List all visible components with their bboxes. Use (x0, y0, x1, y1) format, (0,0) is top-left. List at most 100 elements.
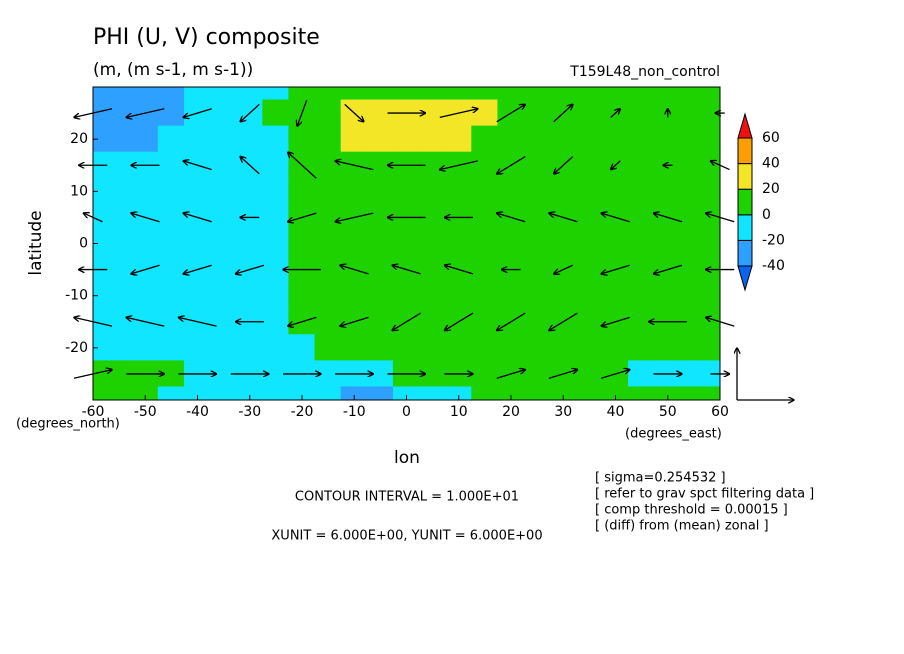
contour-cell (157, 151, 185, 179)
y-unit-label: (degrees_north) (16, 417, 120, 432)
contour-cell (419, 177, 447, 205)
contour-cell (105, 229, 133, 258)
contour-cell (471, 125, 499, 153)
contour-cell (392, 177, 421, 205)
wind-vector (131, 264, 160, 274)
wind-vector (554, 156, 574, 174)
contour-cell (706, 125, 720, 153)
colorbar-band (737, 188, 753, 216)
wind-vector (654, 264, 683, 274)
contour-cell (680, 386, 708, 400)
contour-cell (628, 386, 656, 400)
wind-vector (548, 370, 578, 379)
contour-cell (236, 334, 264, 362)
colorbar-label: -40 (762, 258, 785, 274)
wind-vector (183, 264, 212, 274)
contour-cell (445, 125, 473, 153)
x-tick-label: 30 (554, 404, 572, 420)
contour-cell (706, 87, 720, 101)
contour-cell (445, 334, 473, 362)
contour-cell (497, 87, 525, 101)
contour-cell (419, 229, 447, 258)
contour-cell (654, 334, 682, 362)
contour-cell (575, 256, 603, 284)
contour-cell (340, 334, 368, 362)
contour-cell (706, 203, 720, 231)
contour-cell (288, 177, 316, 205)
note: [ (diff) from (mean) zonal ] (595, 519, 769, 534)
wind-vector (126, 317, 165, 327)
vector-field (74, 99, 735, 379)
contour-cell (654, 386, 682, 400)
contour-cell (706, 386, 720, 400)
contour-cell (210, 308, 238, 336)
contour-cell (366, 87, 394, 101)
contour-cell (210, 87, 238, 101)
contour-cell (523, 386, 551, 400)
contour-cell (210, 125, 238, 153)
contour-cell (262, 125, 290, 153)
contour-cell (575, 177, 603, 205)
contour-cell (419, 125, 447, 153)
contour-cell (628, 282, 656, 310)
contour-cell (314, 386, 342, 400)
contour-cell (445, 87, 473, 101)
x-tick-label: -20 (291, 404, 314, 420)
contour-cell (236, 87, 264, 101)
contour-cell (601, 125, 630, 153)
contour-cell (157, 125, 185, 153)
contour-cell (105, 151, 133, 179)
wind-vector (179, 317, 217, 327)
contour-cell (497, 386, 525, 400)
contour-cell (210, 334, 238, 362)
contour-cell (654, 177, 682, 205)
contour-cell (419, 87, 447, 101)
contour-cell (680, 125, 708, 153)
colorbar-low (737, 265, 753, 292)
contour-cell (366, 125, 394, 153)
y-tick-label: 10 (70, 183, 88, 199)
contour-cell (314, 334, 342, 362)
contour-cell (575, 360, 603, 388)
contour-cell (523, 151, 551, 179)
contour-cell (262, 203, 290, 231)
contour-cell (471, 177, 499, 205)
contour-cell (549, 125, 577, 153)
contour-cell (680, 151, 708, 179)
x-tick-label: -60 (82, 404, 105, 420)
contour-cell (601, 282, 630, 310)
contour-cell (262, 177, 290, 205)
contour-cell (706, 308, 720, 336)
contour-cell (628, 229, 656, 258)
contour-cell (680, 256, 708, 284)
contour-cell (497, 334, 525, 362)
y-tick-label: 20 (70, 131, 88, 147)
contour-cell (105, 203, 133, 231)
contour-cell (288, 229, 316, 258)
contour-cell (497, 125, 525, 153)
contour-cell (210, 386, 238, 400)
contour-cell (131, 177, 159, 205)
contour-cell (183, 334, 212, 362)
y-axis-label: latitude (26, 210, 46, 275)
contour-cell (549, 334, 577, 362)
contour-cell (288, 386, 316, 400)
contour-cell (93, 203, 107, 231)
wind-vector (553, 104, 573, 123)
unit-note: XUNIT = 6.000E+00, YUNIT = 6.000E+00 (271, 529, 542, 544)
colorbar-high (737, 112, 753, 139)
contour-cell (523, 87, 551, 101)
contour-cell (628, 256, 656, 284)
wind-vector (601, 316, 630, 326)
colorbar-band (737, 239, 753, 267)
contour-cell (471, 87, 499, 101)
wind-vector (497, 156, 526, 174)
contour-cell (419, 386, 447, 400)
contour-cell (340, 229, 368, 258)
contour-cell (105, 282, 133, 310)
wind-vector (440, 160, 478, 170)
contour-cell (131, 282, 159, 310)
contour-cell (575, 151, 603, 179)
wind-vector (344, 103, 364, 121)
contour-cell (419, 282, 447, 310)
